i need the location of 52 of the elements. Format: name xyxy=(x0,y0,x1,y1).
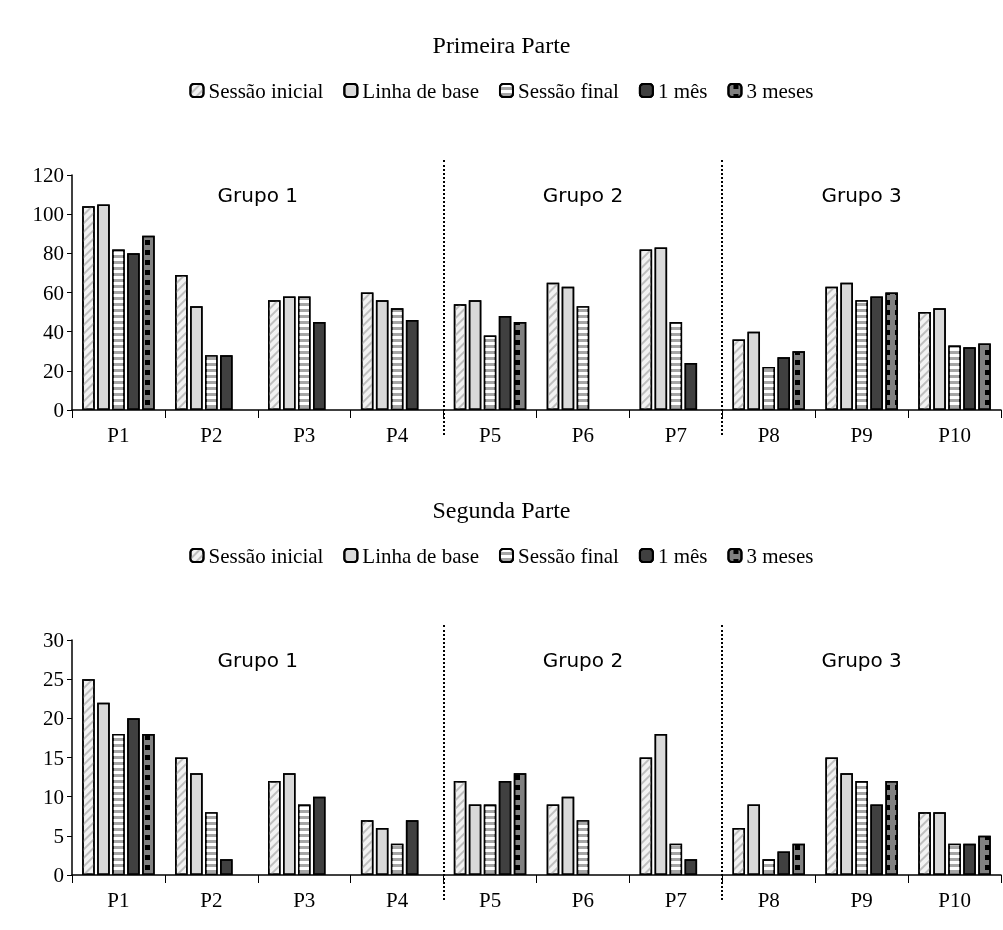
x-tick-label: P6 xyxy=(571,422,595,447)
chart-title: Segunda Parte xyxy=(432,497,571,523)
x-tick-label: P1 xyxy=(107,887,130,912)
x-tick-label: P7 xyxy=(664,422,687,447)
chart-title: Primeira Parte xyxy=(432,32,571,58)
y-tick-label: 20 xyxy=(43,706,64,731)
annotation: Grupo 2 xyxy=(541,648,625,672)
legend-label: Linha de base xyxy=(362,78,479,103)
x-tick-label: P9 xyxy=(850,422,873,447)
legend-label: 1 mês xyxy=(657,543,708,568)
y-tick-label: 25 xyxy=(43,667,64,692)
x-tick-label: P10 xyxy=(938,422,971,447)
legend-label: Sessão inicial xyxy=(208,543,324,568)
legend-label: Linha de base xyxy=(362,543,479,568)
annotation: Grupo 3 xyxy=(820,183,903,207)
annotation: Grupo 3 xyxy=(820,648,903,672)
y-tick-label: 0 xyxy=(53,398,64,422)
x-tick-label: P2 xyxy=(200,887,223,912)
x-tick-label: P8 xyxy=(757,422,780,447)
x-tick-label: P9 xyxy=(850,887,873,912)
x-tick-label: P3 xyxy=(293,887,316,912)
x-tick-label: P2 xyxy=(200,422,223,447)
x-tick-label: P1 xyxy=(107,422,130,447)
y-tick-label: 120 xyxy=(32,163,64,187)
annotation: Grupo 1 xyxy=(216,648,299,672)
x-tick-label: P10 xyxy=(938,887,971,912)
x-tick-label: P8 xyxy=(757,887,780,912)
y-tick-label: 100 xyxy=(32,202,64,227)
annotation: Grupo 2 xyxy=(541,183,625,207)
y-tick-label: 30 xyxy=(43,628,64,652)
y-tick-label: 60 xyxy=(43,280,64,305)
y-tick-label: 80 xyxy=(43,241,64,266)
y-tick-label: 40 xyxy=(43,319,64,344)
legend-label: Sessão final xyxy=(517,78,620,103)
x-tick-label: P6 xyxy=(571,887,595,912)
x-tick-label: P7 xyxy=(664,887,687,912)
legend-label: 1 mês xyxy=(657,78,708,103)
x-tick-label: P5 xyxy=(478,422,502,447)
legend-label: 3 meses xyxy=(746,543,814,568)
legend-label: 3 meses xyxy=(746,78,814,103)
y-tick-label: 20 xyxy=(43,358,64,383)
y-tick-label: 15 xyxy=(43,745,64,770)
x-tick-label: P4 xyxy=(386,887,409,912)
x-tick-label: P4 xyxy=(386,422,409,447)
legend-label: Sessão final xyxy=(517,543,620,568)
y-tick-label: 0 xyxy=(53,863,64,887)
y-tick-label: 5 xyxy=(53,823,64,848)
annotation: Grupo 1 xyxy=(216,183,299,207)
x-tick-label: P3 xyxy=(293,422,316,447)
x-tick-label: P5 xyxy=(478,887,502,912)
y-tick-label: 10 xyxy=(43,784,64,809)
legend-label: Sessão inicial xyxy=(208,78,324,103)
